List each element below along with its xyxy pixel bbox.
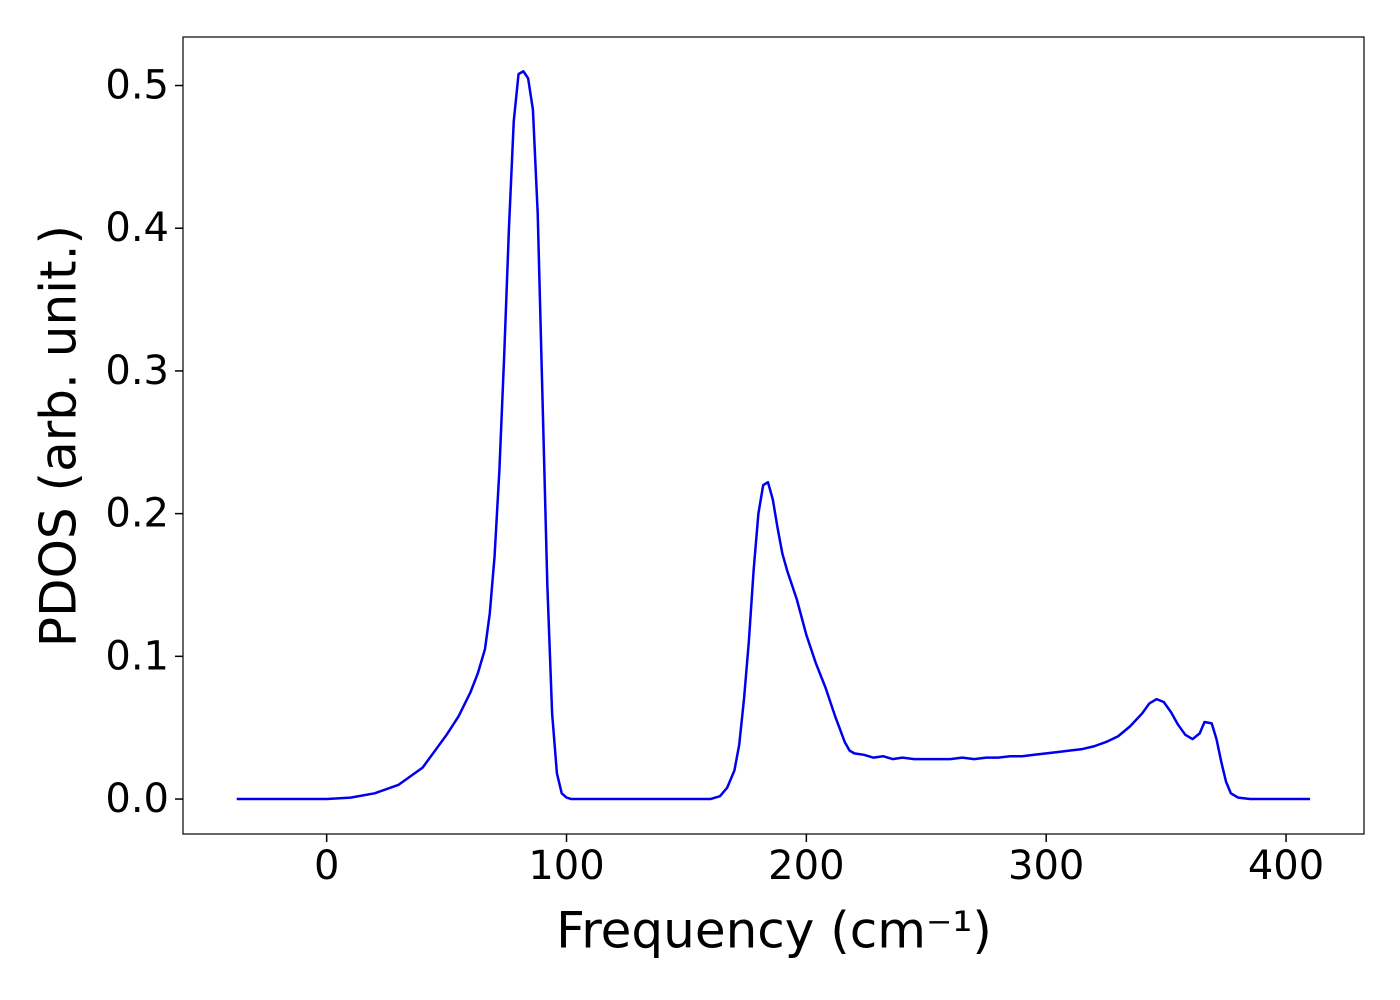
plot-frame: [182, 36, 1365, 835]
x-tick-label: 0: [314, 843, 339, 889]
x-tick-label: 100: [528, 843, 604, 889]
x-tick-label: 400: [1248, 843, 1324, 889]
x-tick-label: 200: [768, 843, 844, 889]
x-tick-label: 300: [1008, 843, 1084, 889]
y-tick-label: 0.2: [105, 491, 169, 537]
y-tick-label: 0.4: [105, 205, 169, 251]
y-tick-label: 0.1: [105, 633, 169, 679]
y-axis-label: PDOS (arb. unit.): [30, 225, 88, 647]
y-tick-label: 0.0: [105, 776, 169, 822]
y-tick-label: 0.3: [105, 348, 169, 394]
line-series: [236, 70, 1311, 801]
y-tick-label: 0.5: [105, 63, 169, 109]
x-axis-label: Frequency (cm⁻¹): [556, 902, 992, 960]
